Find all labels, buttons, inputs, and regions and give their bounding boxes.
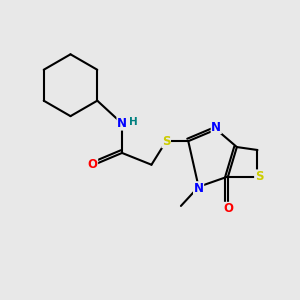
Text: N: N xyxy=(211,121,221,134)
Text: S: S xyxy=(162,135,170,148)
Text: H: H xyxy=(129,117,138,127)
Text: S: S xyxy=(255,170,263,183)
Text: O: O xyxy=(223,202,233,215)
Text: N: N xyxy=(117,117,127,130)
Text: N: N xyxy=(194,182,204,195)
Text: O: O xyxy=(88,158,98,171)
